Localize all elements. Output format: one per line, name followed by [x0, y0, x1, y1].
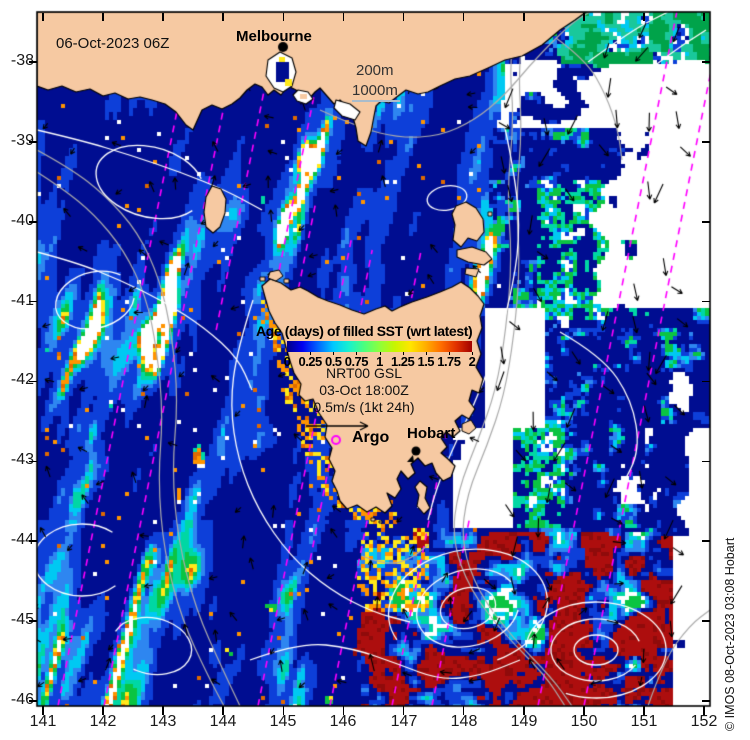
- axis-tick: [29, 380, 37, 383]
- melbourne-label: Melbourne: [236, 28, 312, 45]
- axis-tick: [102, 13, 104, 21]
- axis-tick: [29, 700, 37, 702]
- axis-tick: [703, 706, 705, 715]
- model-info-block: NRT00 GSL 03-Oct 18:00Z 0.5m/s (1kt 24h): [285, 365, 443, 416]
- axis-tick: [583, 13, 585, 21]
- axis-tick: [643, 706, 645, 715]
- lon-label: 148: [450, 713, 478, 730]
- axis-tick: [402, 706, 405, 715]
- colorbar-tick-mark: [448, 352, 450, 355]
- valid-time: 03-Oct 18:00Z: [319, 382, 409, 398]
- lon-label: 151: [630, 713, 658, 730]
- axis-tick: [701, 300, 710, 303]
- datetime-label: 06-Oct-2023 06Z: [56, 35, 170, 52]
- axis-tick: [42, 13, 44, 21]
- colorbar-tick-label: 1.5: [417, 354, 435, 369]
- axis-tick: [522, 13, 525, 21]
- axis-tick: [402, 13, 405, 21]
- vector-scale-label: 0.5m/s (1kt 24h): [313, 399, 415, 415]
- axis-tick: [701, 220, 710, 223]
- hobart-label: Hobart: [407, 425, 456, 442]
- colorbar-tick-mark: [356, 352, 358, 355]
- lon-label: 144: [209, 713, 237, 730]
- axis-tick: [29, 61, 37, 63]
- lon-label: 145: [269, 713, 297, 730]
- axis-tick: [701, 61, 710, 63]
- lat-label: -46: [10, 691, 34, 708]
- depth-1000m-label: 1000m: [352, 82, 398, 99]
- lat-label: -43: [10, 451, 34, 468]
- colorbar-tick-label: 1: [376, 354, 383, 369]
- lat-label: -45: [10, 611, 34, 628]
- axis-tick: [701, 460, 710, 463]
- axis-tick: [342, 706, 345, 715]
- axis-tick: [462, 706, 465, 715]
- argo-label: Argo: [352, 429, 390, 446]
- axis-tick: [282, 13, 285, 21]
- colorbar-tick-mark: [402, 352, 404, 355]
- axis-tick: [703, 13, 705, 21]
- axis-tick: [701, 141, 710, 143]
- axis-tick: [342, 13, 345, 21]
- lat-label: -38: [10, 52, 34, 69]
- depth-1000m-contour-sample: [352, 100, 400, 102]
- axis-tick: [522, 706, 525, 715]
- axis-tick: [701, 700, 710, 702]
- lon-label: 150: [570, 713, 598, 730]
- colorbar-tick-label: 0.5: [324, 354, 342, 369]
- colorbar-tick-mark: [333, 352, 335, 355]
- lon-label: 146: [329, 713, 357, 730]
- colorbar-tick-mark: [379, 352, 381, 355]
- colorbar-tick-label: 0.75: [344, 354, 369, 369]
- axis-tick: [462, 13, 465, 21]
- colorbar-tick-label: 1.75: [437, 354, 461, 369]
- colorbar-tick-mark: [425, 352, 427, 355]
- axis-tick: [162, 706, 164, 715]
- colorbar: [287, 341, 472, 352]
- colorbar-tick-mark: [287, 352, 288, 355]
- axis-tick: [222, 13, 225, 21]
- lon-label: 141: [29, 713, 57, 730]
- axis-tick: [102, 706, 104, 715]
- axis-tick: [42, 706, 44, 715]
- axis-tick: [282, 706, 285, 715]
- colorbar-tick-label: 0.25: [298, 354, 322, 369]
- axis-tick: [222, 706, 225, 715]
- lat-label: -40: [10, 212, 34, 229]
- lat-label: -39: [10, 132, 34, 149]
- lat-label: -41: [10, 292, 34, 309]
- colorbar-tick-label: 2: [468, 354, 476, 369]
- lat-label: -42: [10, 371, 34, 388]
- lon-label: 152: [690, 713, 718, 730]
- legend-title: Age (days) of filled SST (wrt latest): [256, 323, 473, 339]
- lon-label: 149: [510, 713, 538, 730]
- axis-tick: [29, 540, 37, 543]
- axis-tick: [643, 13, 645, 21]
- axis-tick: [29, 460, 37, 463]
- axis-tick: [162, 13, 164, 21]
- colorbar-tick-mark: [472, 352, 473, 355]
- axis-tick: [29, 300, 37, 303]
- model-name: NRT00 GSL: [326, 365, 402, 381]
- axis-tick: [701, 380, 710, 383]
- colorbar-tick-label: 1.25: [390, 354, 415, 369]
- axis-tick: [701, 540, 710, 543]
- axis-tick: [29, 620, 37, 622]
- lon-label: 143: [149, 713, 177, 730]
- axis-tick: [29, 220, 37, 223]
- colorbar-tick-mark: [310, 352, 312, 355]
- axis-tick: [701, 620, 710, 622]
- axis-tick: [583, 706, 585, 715]
- lon-label: 147: [390, 713, 418, 730]
- lon-label: 142: [89, 713, 117, 730]
- copyright-vertical-text: © IMOS 08-Oct-2023 03:08 Hobart: [723, 537, 737, 731]
- depth-200m-label: 200m: [356, 62, 394, 79]
- axis-tick: [29, 141, 37, 143]
- colorbar-tick-label: 0: [283, 354, 291, 369]
- lat-label: -44: [10, 531, 34, 548]
